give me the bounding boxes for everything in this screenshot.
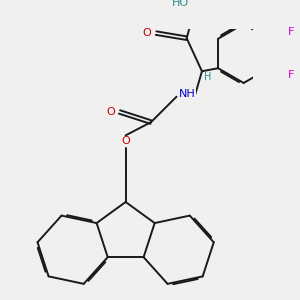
Text: F: F <box>287 27 294 37</box>
Text: NH: NH <box>179 89 196 99</box>
Text: O: O <box>121 136 130 146</box>
Text: HO: HO <box>172 0 189 8</box>
Text: O: O <box>106 107 115 117</box>
Text: O: O <box>142 28 152 38</box>
Text: F: F <box>287 70 294 80</box>
Text: H: H <box>204 72 212 82</box>
